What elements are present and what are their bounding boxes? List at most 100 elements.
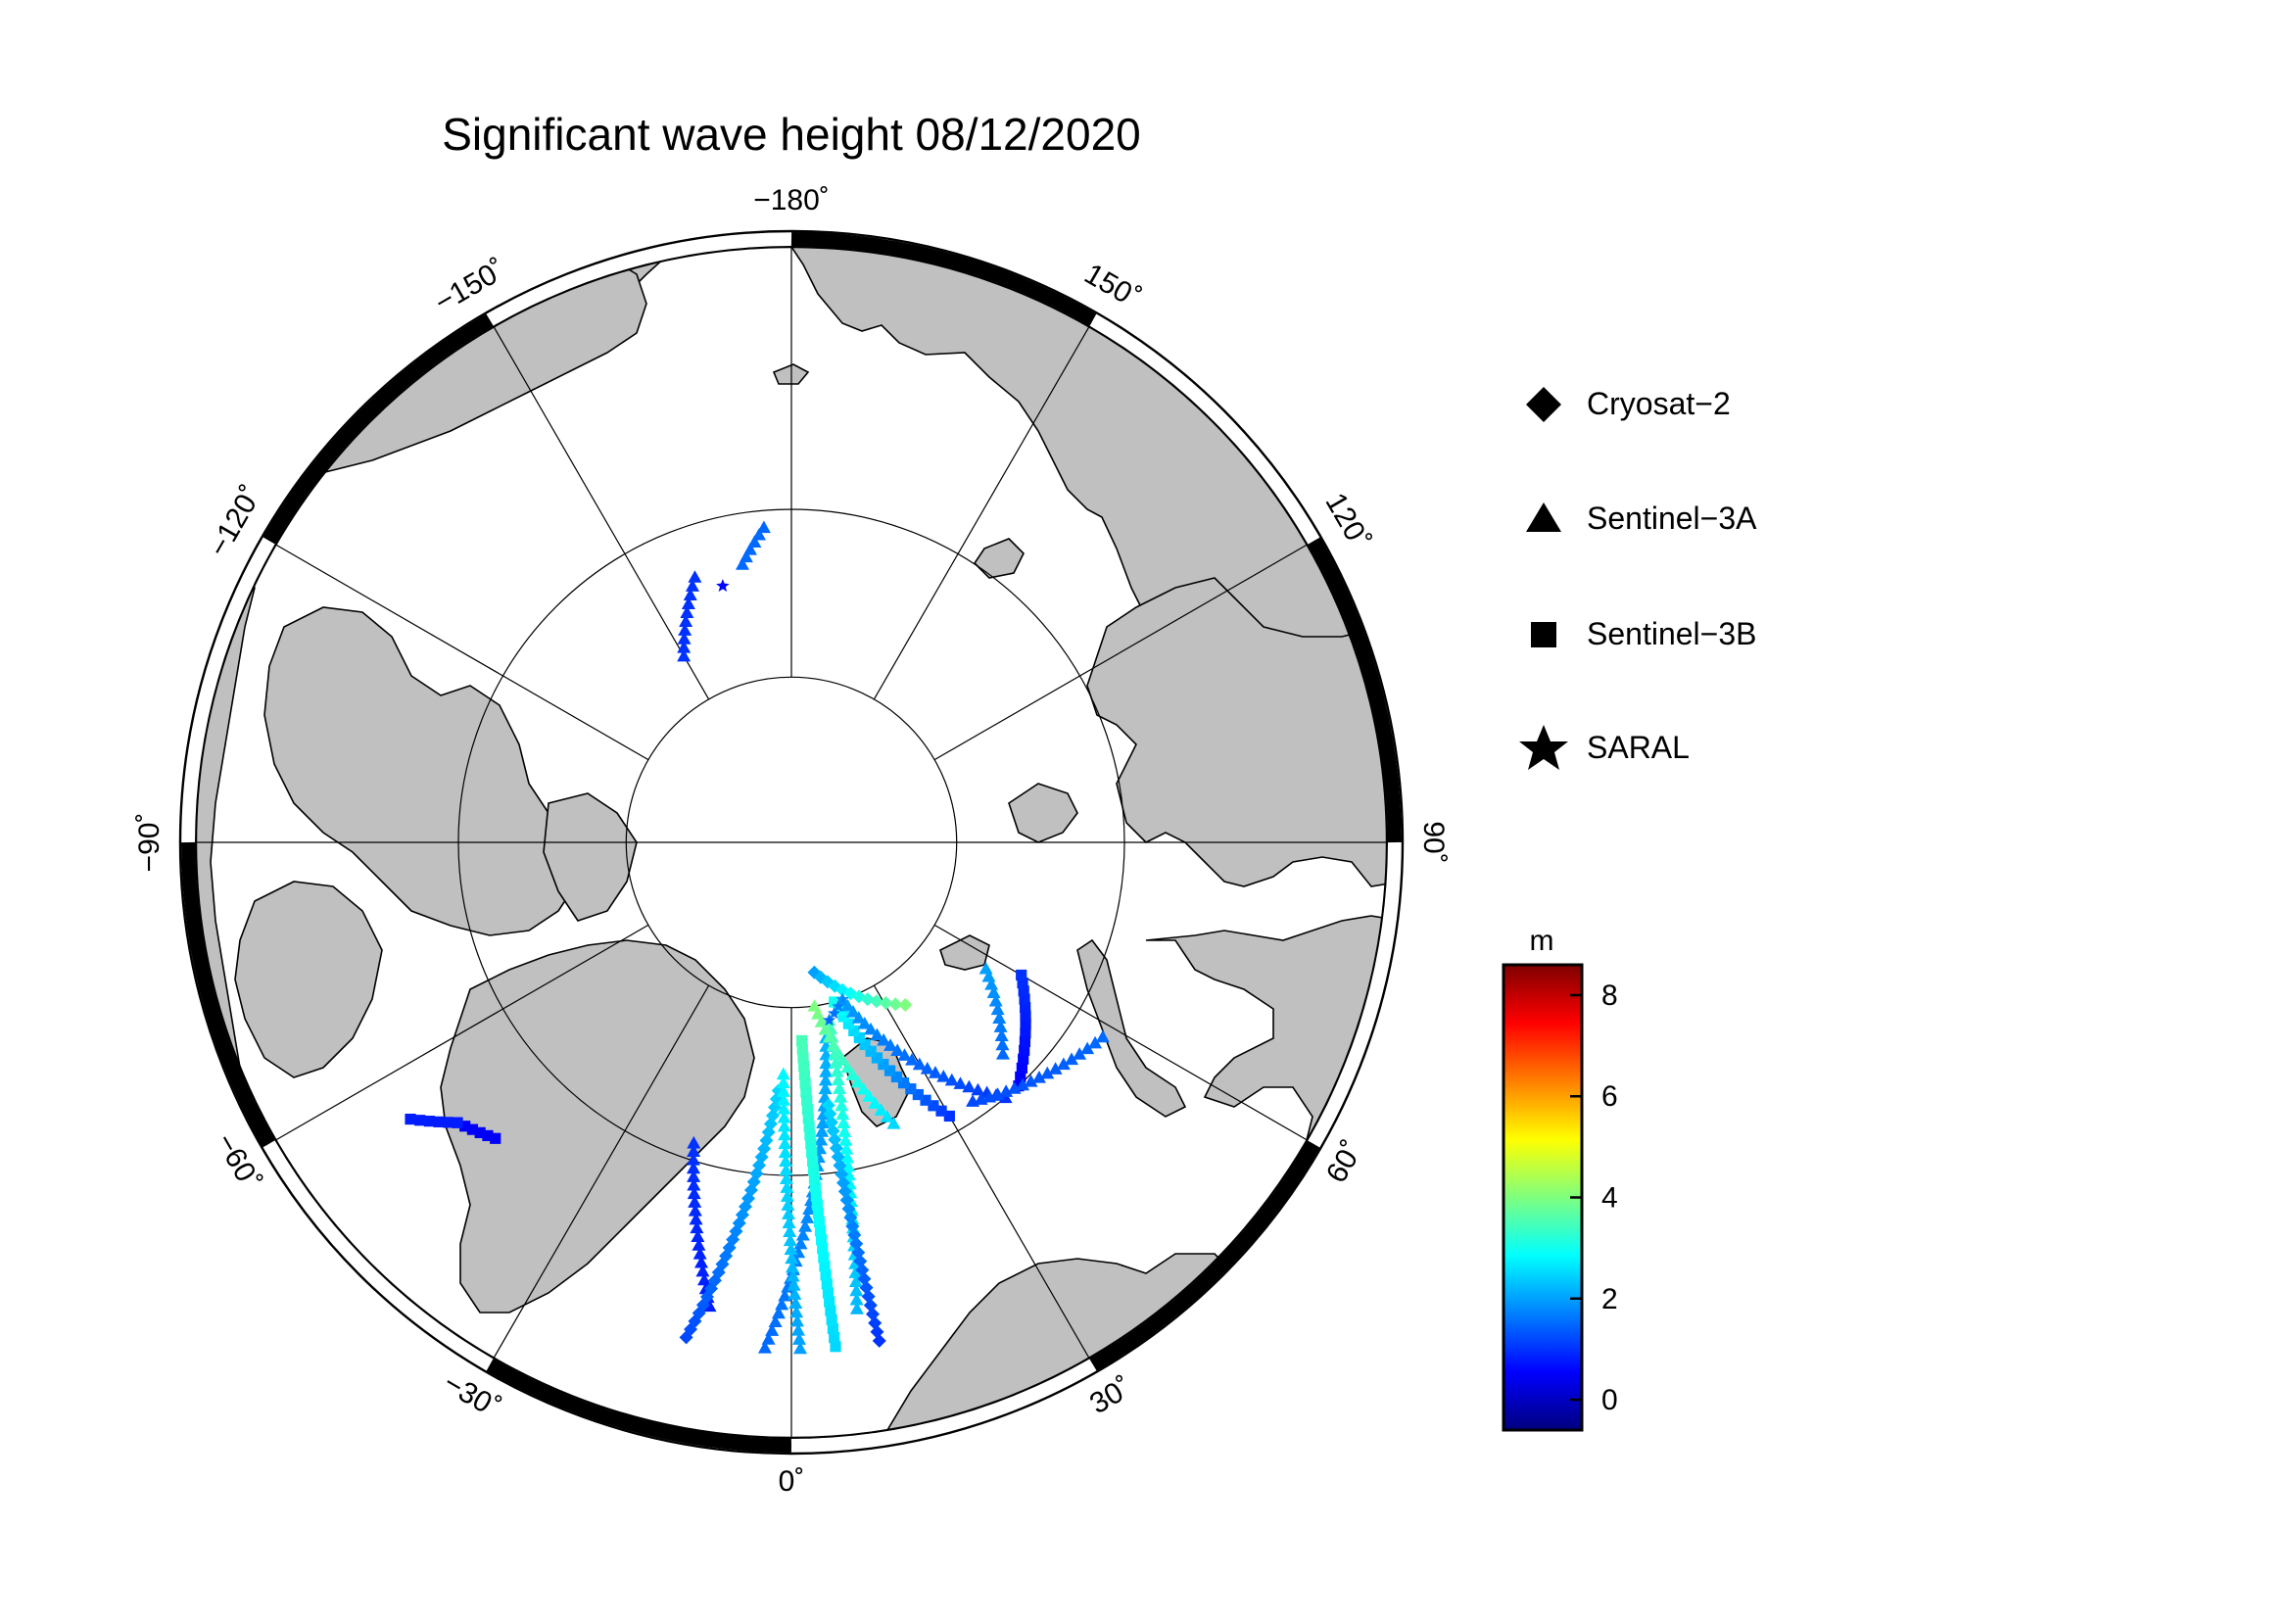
diamond-marker <box>828 1132 842 1147</box>
triangle-marker <box>800 1211 815 1223</box>
triangle-marker <box>827 1037 841 1051</box>
colorbar-tick-label: 6 <box>1601 1080 1618 1113</box>
diamond-marker <box>835 1175 850 1190</box>
square-marker <box>797 1052 809 1064</box>
square-marker <box>878 1059 889 1071</box>
triangle-marker <box>680 605 694 619</box>
square-marker <box>800 1086 812 1098</box>
triangle-marker <box>784 1242 798 1256</box>
track <box>978 961 1010 1060</box>
triangle-marker <box>848 1266 863 1278</box>
triangle-marker <box>791 1323 806 1336</box>
triangle-marker <box>984 978 999 990</box>
diamond-marker <box>860 992 875 1007</box>
square-marker <box>1020 1001 1031 1014</box>
triangle-marker <box>1016 1077 1030 1091</box>
legend-label-cryosat: Cryosat−2 <box>1587 386 1731 421</box>
triangle-marker <box>835 1053 850 1066</box>
triangle-marker <box>692 1247 707 1260</box>
land-central-siberia <box>1086 577 1387 887</box>
square-marker <box>805 1138 817 1150</box>
land-new-siberian-islands <box>973 538 1025 579</box>
square-marker <box>806 1146 818 1159</box>
square-marker <box>801 1103 814 1116</box>
frame-band-segment <box>1308 841 1402 1148</box>
square-marker <box>821 1278 833 1290</box>
meridian-line <box>493 326 710 700</box>
square-marker <box>820 1269 832 1281</box>
legend-item-cryosat: Cryosat−2 <box>1526 386 1731 422</box>
legend-item-sentinel-3a: Sentinel−3A <box>1526 501 1757 536</box>
triangle-marker <box>686 1161 700 1174</box>
triangle-marker <box>697 1272 712 1286</box>
triangle-marker <box>835 1098 849 1112</box>
frame-band-segment <box>1089 313 1320 545</box>
colorbar-tick-label: 2 <box>1601 1283 1618 1315</box>
triangle-marker <box>1056 1057 1071 1071</box>
triangle-marker <box>771 1306 786 1319</box>
square-marker <box>859 1038 871 1051</box>
triangle-marker <box>995 1046 1010 1060</box>
triangle-marker <box>751 527 766 541</box>
square-marker <box>912 1088 924 1101</box>
square-marker <box>452 1117 463 1128</box>
triangle-marker <box>694 1255 709 1268</box>
frame-band-segment <box>263 313 494 545</box>
longitude-label: 120˚ <box>1318 488 1376 555</box>
colorbar-tick-label: 0 <box>1601 1384 1618 1416</box>
longitude-label: 60˚ <box>1320 1135 1369 1188</box>
square-marker <box>842 1018 854 1029</box>
triangle-marker <box>778 1288 792 1302</box>
triangle-marker <box>816 1116 831 1129</box>
square-marker <box>871 1052 883 1064</box>
triangle-marker <box>788 1287 802 1300</box>
square-marker <box>804 1129 816 1141</box>
square-marker <box>817 1243 829 1255</box>
triangle-marker <box>1031 1071 1046 1083</box>
square-marker <box>807 1164 820 1175</box>
legend-label-saral: SARAL <box>1587 730 1690 765</box>
triangle-marker <box>837 1124 852 1137</box>
square-marker <box>837 1011 849 1023</box>
meridian-line <box>275 544 649 761</box>
square-marker <box>812 1208 825 1219</box>
land-baffin <box>234 881 383 1078</box>
map-title: Significant wave height 08/12/2020 <box>442 109 1141 160</box>
triangle-marker <box>793 1236 808 1250</box>
triangle-marker <box>686 1153 700 1166</box>
triangle-marker <box>886 1116 901 1129</box>
triangle-marker <box>856 1081 871 1095</box>
track <box>807 999 901 1129</box>
longitude-label: 30˚ <box>1084 1371 1137 1420</box>
triangle-marker <box>1024 1074 1038 1087</box>
square-marker <box>807 1155 819 1168</box>
triangle-marker <box>862 1089 877 1102</box>
track <box>807 965 913 1013</box>
frame-band-segment <box>263 1140 494 1371</box>
triangle-marker <box>990 1002 1005 1016</box>
triangle-marker <box>890 1043 905 1056</box>
diamond-marker <box>823 1107 837 1122</box>
meridian-line <box>933 544 1308 761</box>
triangle-marker <box>688 570 702 583</box>
triangle-marker <box>1040 1066 1055 1079</box>
triangle-marker <box>807 999 822 1012</box>
triangle-marker <box>735 557 749 570</box>
triangle-marker <box>778 1145 792 1159</box>
diamond-marker <box>833 1158 847 1172</box>
altimeter-tracks <box>405 520 1110 1355</box>
triangle-marker <box>849 1292 864 1306</box>
square-marker <box>433 1116 445 1127</box>
square-marker <box>883 1065 896 1076</box>
diamond-marker <box>869 994 883 1009</box>
square-marker <box>825 1305 836 1316</box>
legend-label-sentinel-3b: Sentinel−3B <box>1587 616 1756 651</box>
square-marker <box>799 1077 811 1089</box>
triangle-marker <box>814 1132 829 1146</box>
diamond-marker <box>824 1115 838 1129</box>
square-marker <box>798 1069 810 1080</box>
frame-band-segment <box>181 537 275 843</box>
diamond-marker <box>835 1167 849 1181</box>
meridian-line <box>493 984 710 1359</box>
